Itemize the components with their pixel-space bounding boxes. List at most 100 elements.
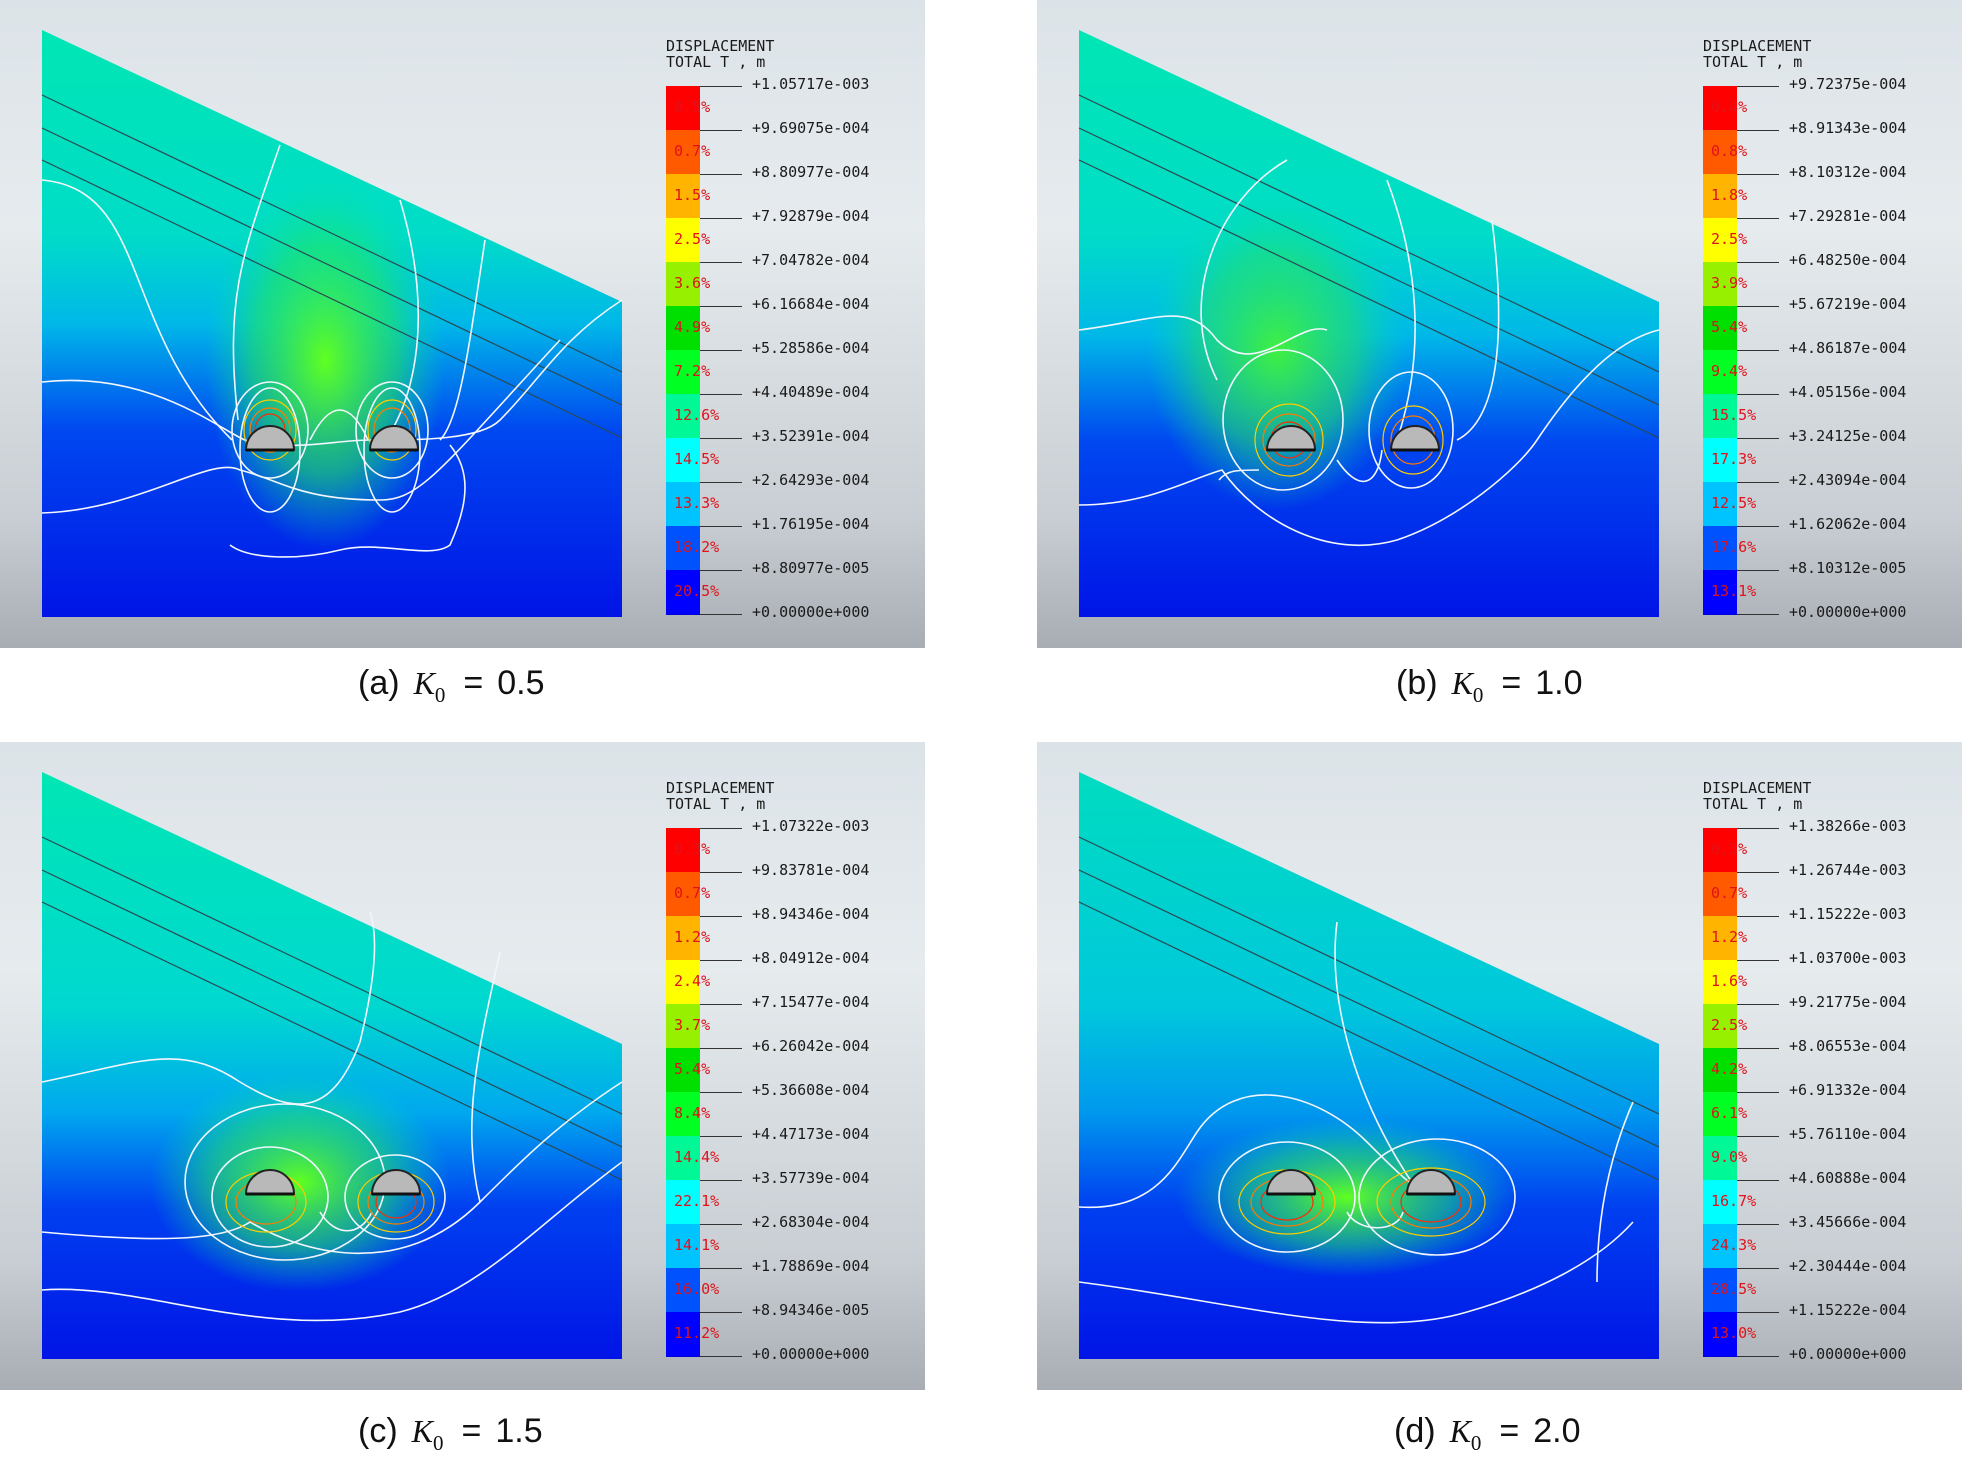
legend-value: +1.03700e-003	[1789, 949, 1907, 967]
legend-tick	[1737, 482, 1779, 483]
rock-layer-boundaries	[1078, 836, 1660, 1181]
legend-swatch	[666, 262, 700, 307]
legend-d: DISPLACEMENT TOTAL T , m 0.3% 0.7% 1.2% 1.6…	[1703, 780, 1953, 1370]
legend-value: +9.83781e-004	[752, 861, 870, 879]
caption-equals: =	[1499, 1412, 1520, 1450]
tunnel-left	[244, 425, 296, 451]
legend-value: +7.92879e-004	[752, 207, 870, 225]
legend-percent: 4.9%	[674, 318, 711, 336]
legend-percent: 15.5%	[1711, 406, 1757, 424]
legend-value: +8.10312e-004	[1789, 163, 1907, 181]
legend-tick	[700, 1004, 742, 1005]
tunnel-left	[244, 1169, 296, 1195]
contour-panel-b: DISPLACEMENT TOTAL T , m 0.4% 0.8% 1.8% 2.5…	[1037, 0, 1962, 648]
legend-percent: 6.1%	[1711, 1104, 1748, 1122]
legend-tick	[700, 1268, 742, 1269]
contour-lines	[1078, 159, 1660, 546]
legend-tick	[1737, 916, 1779, 917]
legend-tick	[700, 1224, 742, 1225]
legend-swatch	[1703, 960, 1737, 1005]
legend-percent: 2.5%	[1711, 1016, 1748, 1034]
legend-tick	[1737, 438, 1779, 439]
tunnel-left	[1265, 1169, 1317, 1195]
legend-percent: 1.5%	[674, 186, 711, 204]
caption-symbol: K	[411, 1413, 433, 1449]
legend-title: DISPLACEMENT TOTAL T , m	[1703, 38, 1811, 70]
legend-value: +8.10312e-005	[1789, 559, 1907, 577]
legend-swatch	[1703, 570, 1737, 615]
legend-tick	[700, 262, 742, 263]
legend-percent: 0.7%	[1711, 884, 1748, 902]
legend-value: +1.26744e-003	[1789, 861, 1907, 879]
legend-value: +1.78869e-004	[752, 1257, 870, 1275]
legend-percent: 12.6%	[674, 406, 720, 424]
legend-value: +2.64293e-004	[752, 471, 870, 489]
tunnel-right	[1389, 425, 1441, 451]
legend-percent: 2.5%	[1711, 230, 1748, 248]
legend-tick	[700, 1180, 742, 1181]
legend-tick	[700, 614, 742, 615]
legend-value: +4.40489e-004	[752, 383, 870, 401]
legend-value: +0.00000e+000	[1789, 1345, 1907, 1363]
legend-tick	[700, 570, 742, 571]
caption-b: (b) K0 = 1.0	[1396, 664, 1583, 708]
legend-tick	[700, 218, 742, 219]
legend-tick	[700, 482, 742, 483]
color-scale-bar	[1703, 828, 1737, 1357]
legend-value: +8.06553e-004	[1789, 1037, 1907, 1055]
tunnel-right	[1405, 1169, 1457, 1195]
legend-swatch	[1703, 1048, 1737, 1093]
legend-percent: 5.4%	[1711, 318, 1748, 336]
legend-tick	[700, 960, 742, 961]
caption-value: 1.0	[1535, 664, 1583, 702]
contour-lines	[41, 144, 623, 558]
legend-tick	[1737, 86, 1779, 87]
color-scale-bar	[666, 86, 700, 615]
legend-value: +1.62062e-004	[1789, 515, 1907, 533]
tunnel-left	[1265, 425, 1317, 451]
legend-value: +0.00000e+000	[752, 1345, 870, 1363]
legend-percent: 14.4%	[674, 1148, 720, 1166]
legend-swatch	[666, 1136, 700, 1181]
legend-swatch	[1703, 828, 1737, 873]
legend-value: +8.94346e-005	[752, 1301, 870, 1319]
legend-tick	[700, 872, 742, 873]
legend-swatch	[666, 872, 700, 917]
legend-swatch	[666, 1004, 700, 1049]
caption-subscript: 0	[433, 1431, 444, 1455]
caption-value: 2.0	[1533, 1412, 1581, 1450]
legend-swatch	[1703, 526, 1737, 571]
legend-value: +0.00000e+000	[1789, 603, 1907, 621]
legend-value: +1.76195e-004	[752, 515, 870, 533]
legend-value: +6.16684e-004	[752, 295, 870, 313]
legend-tick	[1737, 614, 1779, 615]
legend-tick	[700, 1356, 742, 1357]
legend-swatch	[666, 1268, 700, 1313]
legend-swatch	[666, 1180, 700, 1225]
legend-tick	[1737, 1224, 1779, 1225]
legend-title: DISPLACEMENT TOTAL T , m	[666, 38, 774, 70]
legend-value: +8.04912e-004	[752, 949, 870, 967]
legend-value: +3.45666e-004	[1789, 1213, 1907, 1231]
legend-tick	[1737, 1048, 1779, 1049]
legend-percent: 8.4%	[674, 1104, 711, 1122]
legend-tick	[1737, 1004, 1779, 1005]
legend-title: DISPLACEMENT TOTAL T , m	[666, 780, 774, 812]
caption-label: (d)	[1394, 1412, 1436, 1450]
legend-swatch	[666, 306, 700, 351]
caption-value: 1.5	[495, 1412, 543, 1450]
caption-symbol: K	[413, 665, 435, 701]
legend-tick	[700, 130, 742, 131]
legend-value: +8.80977e-005	[752, 559, 870, 577]
rock-layer-boundaries	[1078, 94, 1660, 439]
legend-percent: 18.2%	[674, 538, 720, 556]
legend-value: +4.47173e-004	[752, 1125, 870, 1143]
legend-value: +3.52391e-004	[752, 427, 870, 445]
contour-plot-d	[1078, 772, 1660, 1359]
legend-tick	[700, 828, 742, 829]
legend-value: +0.00000e+000	[752, 603, 870, 621]
legend-swatch	[1703, 916, 1737, 961]
contour-panel-a: DISPLACEMENT TOTAL T , m 0.5% 0.7% 1.5% 2.5…	[0, 0, 925, 648]
tunnel-right	[370, 1169, 422, 1195]
legend-tick	[1737, 872, 1779, 873]
